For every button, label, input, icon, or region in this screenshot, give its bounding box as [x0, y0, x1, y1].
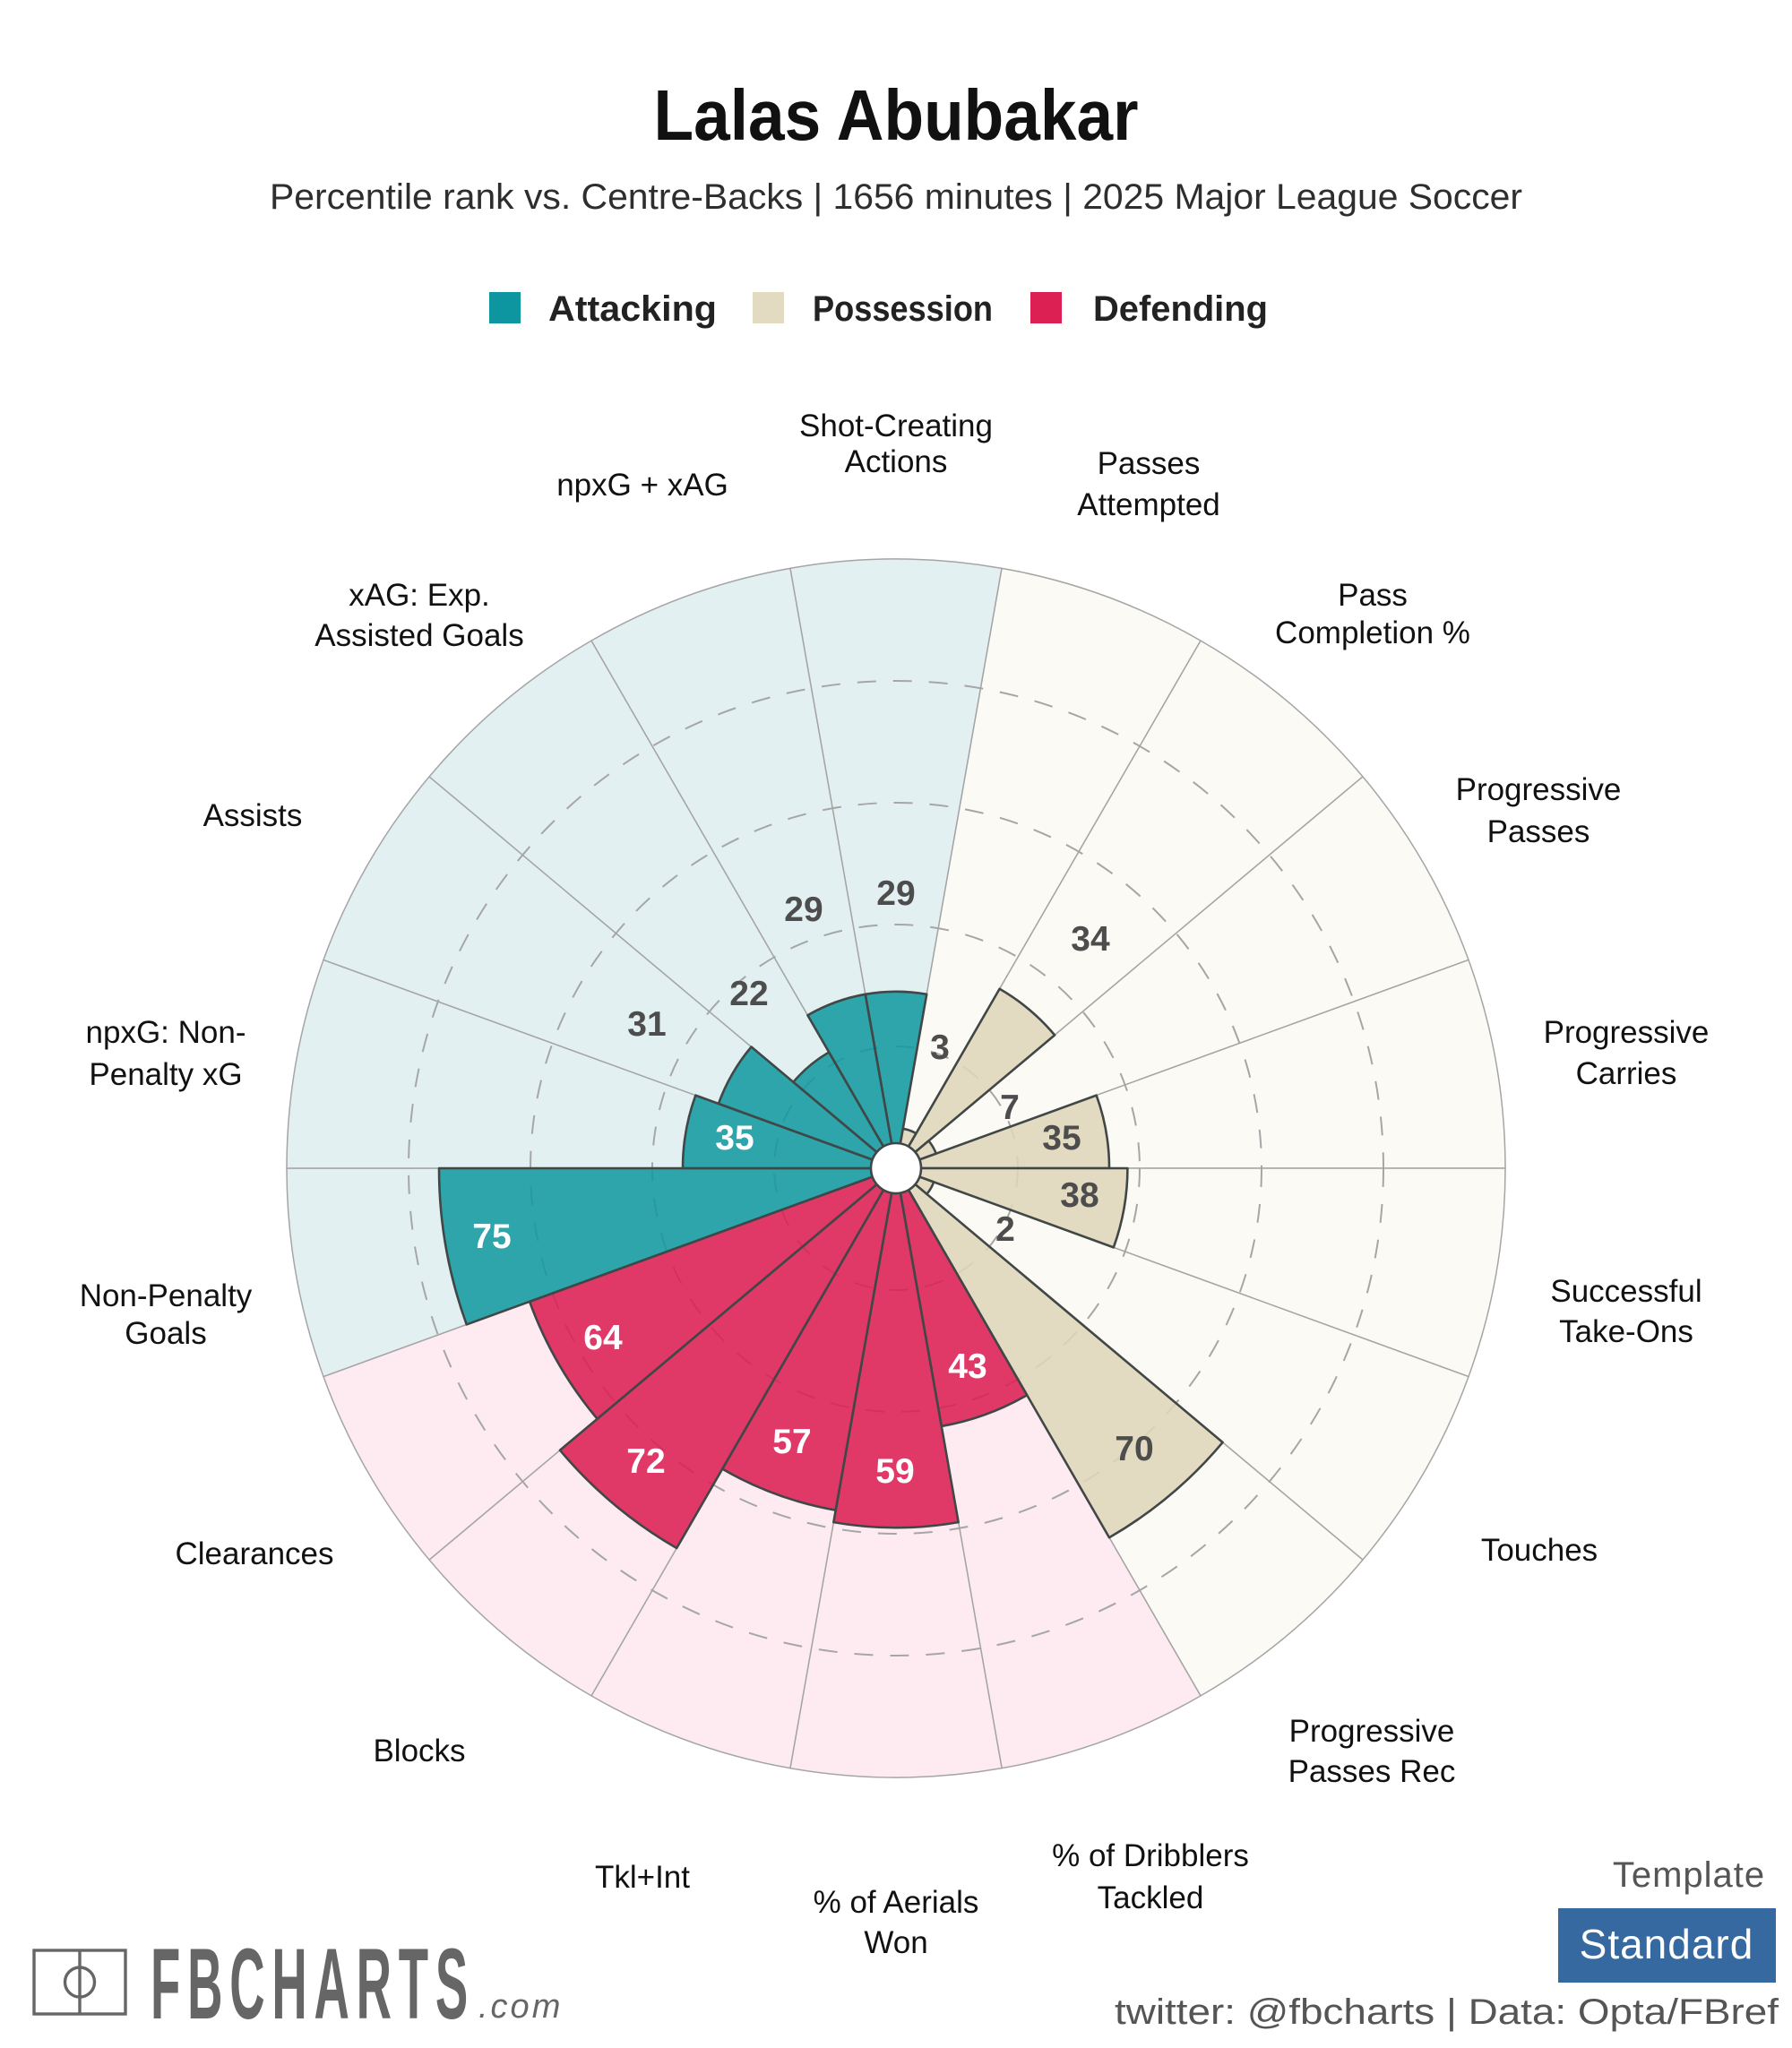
svg-text:Assisted Goals: Assisted Goals [314, 618, 523, 653]
svg-text:Pass: Pass [1338, 578, 1408, 613]
svg-text:twitter: @fbcharts | Data: Opt: twitter: @fbcharts | Data: Opta/FBref [1115, 1992, 1779, 2032]
svg-text:Tkl+Int: Tkl+Int [595, 1860, 690, 1895]
svg-text:npxG + xAG: npxG + xAG [556, 468, 728, 503]
svg-text:59: 59 [875, 1452, 914, 1491]
svg-text:Goals: Goals [125, 1316, 206, 1351]
svg-text:Take-Ons: Take-Ons [1559, 1314, 1693, 1349]
svg-text:Progressive: Progressive [1456, 772, 1622, 807]
svg-text:Progressive: Progressive [1289, 1714, 1455, 1749]
svg-text:FBCHARTS: FBCHARTS [151, 1928, 475, 2040]
svg-text:Standard: Standard [1580, 1921, 1754, 1967]
svg-text:38: 38 [1060, 1176, 1098, 1215]
svg-text:Template: Template [1613, 1855, 1765, 1895]
svg-text:Attempted: Attempted [1077, 487, 1220, 522]
svg-text:Possession: Possession [813, 289, 993, 329]
svg-text:Successful: Successful [1550, 1274, 1702, 1309]
svg-text:35: 35 [1042, 1119, 1081, 1157]
svg-text:57: 57 [772, 1423, 811, 1461]
svg-text:3: 3 [930, 1028, 950, 1067]
svg-text:Lalas Abubakar: Lalas Abubakar [654, 75, 1139, 155]
svg-text:2: 2 [995, 1210, 1015, 1249]
svg-text:Touches: Touches [1481, 1533, 1598, 1568]
svg-text:29: 29 [784, 891, 823, 929]
svg-text:npxG: Non-: npxG: Non- [86, 1015, 246, 1050]
svg-text:Actions: Actions [845, 444, 948, 479]
svg-text:Clearances: Clearances [175, 1536, 333, 1571]
svg-text:% of Aerials: % of Aerials [814, 1885, 979, 1920]
svg-text:Assists: Assists [203, 798, 303, 833]
svg-text:22: 22 [729, 975, 768, 1013]
svg-text:29: 29 [876, 874, 915, 913]
svg-text:Percentile rank vs. Centre-Bac: Percentile rank vs. Centre-Backs | 1656 … [270, 177, 1522, 217]
svg-text:Carries: Carries [1576, 1056, 1677, 1091]
svg-text:7: 7 [1000, 1089, 1020, 1127]
svg-text:Shot-Creating: Shot-Creating [799, 409, 993, 443]
svg-text:43: 43 [948, 1347, 986, 1386]
svg-text:Defending: Defending [1093, 289, 1268, 329]
svg-text:Non-Penalty: Non-Penalty [80, 1278, 253, 1313]
svg-text:% of Dribblers: % of Dribblers [1052, 1838, 1249, 1873]
svg-text:Won: Won [864, 1925, 927, 1960]
svg-text:72: 72 [626, 1442, 665, 1481]
svg-text:xAG: Exp.: xAG: Exp. [349, 578, 490, 613]
svg-text:Progressive: Progressive [1544, 1015, 1710, 1050]
svg-text:Passes: Passes [1487, 814, 1590, 849]
svg-text:34: 34 [1071, 920, 1110, 959]
svg-text:Passes Rec: Passes Rec [1288, 1754, 1456, 1789]
svg-text:35: 35 [715, 1119, 754, 1157]
svg-text:70: 70 [1115, 1430, 1153, 1468]
svg-text:31: 31 [627, 1005, 666, 1044]
svg-text:Tackled: Tackled [1098, 1880, 1204, 1915]
svg-text:75: 75 [472, 1218, 511, 1256]
svg-text:Completion %: Completion % [1275, 615, 1470, 650]
svg-text:Penalty xG: Penalty xG [89, 1057, 242, 1092]
svg-text:Blocks: Blocks [373, 1734, 465, 1768]
svg-text:.com: .com [478, 1988, 563, 2026]
svg-text:Attacking: Attacking [548, 289, 717, 329]
svg-text:Passes: Passes [1098, 446, 1201, 481]
svg-text:64: 64 [583, 1319, 623, 1357]
